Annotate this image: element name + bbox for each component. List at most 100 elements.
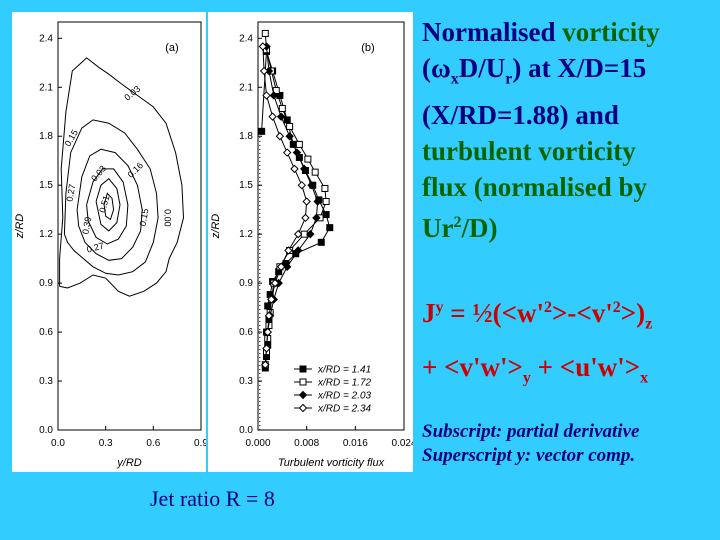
legend-marker [298, 403, 308, 413]
contour-level-label: 0.16 [126, 160, 145, 179]
flux-data-point [285, 132, 294, 141]
title-sup-2: 2 [453, 214, 462, 232]
flux-data-point [286, 122, 294, 130]
contour-chart: 0.0 0.3 0.6 0.9 1.2 1.5 1.8 2.1 2.4 0.0 0.3 0.6 0.9 y… [14, 21, 206, 469]
title-vorticity: vorticity [562, 17, 660, 47]
legend-entry-label: x/RD = 2.03 [317, 391, 372, 402]
notes: Subscript: partial derivative Superscrip… [422, 420, 639, 468]
contour-line [59, 57, 185, 297]
flux-data-point [262, 344, 271, 353]
title-sub-r: r [505, 70, 513, 88]
flux-data-point [304, 155, 312, 163]
flux-plot-frame [257, 21, 405, 431]
eq-j: J [422, 298, 436, 328]
eq-e2: >-<v' [552, 298, 613, 328]
flux-data-point [264, 311, 274, 320]
contour-line [95, 177, 121, 232]
flux-data-point [300, 164, 309, 174]
title-text-5: ) at X/D=15 [512, 53, 647, 83]
flux-data-point [275, 132, 285, 141]
flux-y-tick-label: 0.0 [239, 425, 253, 436]
flux-data-point [311, 168, 319, 176]
flux-data-point [306, 229, 315, 239]
contour-plot-frame [57, 21, 202, 431]
flux-y-axis-label: z/RD [210, 214, 222, 240]
flux-data-point [259, 66, 269, 76]
eq-j-sup: y [435, 299, 444, 316]
flux-equation-line1: Jy = ½(<w'2>-<v'2>)z [422, 298, 652, 333]
flux-data-point [261, 360, 270, 369]
flux-data-point [263, 327, 272, 337]
note-superscript: Superscript y: vector comp. [422, 445, 636, 466]
contour-chart-panel: 0.0 0.3 0.6 0.9 1.2 1.5 1.8 2.1 2.4 0.0 0.3 0.6 0.9 y… [12, 12, 206, 472]
contour-level-label: 0.27 [86, 240, 106, 254]
legend-marker [299, 378, 307, 386]
contour-y-tick-label: 2.4 [39, 33, 53, 44]
contour-y-tick-label: 0.6 [39, 327, 53, 338]
contour-x-tick-label: 0.9 [194, 438, 206, 449]
contour-level-label: 0.00 [162, 209, 172, 227]
title-text-4: D/U [458, 53, 506, 83]
title-text-10: /D) [461, 213, 498, 244]
legend-entry-label: x/RD = 2.34 [317, 404, 372, 415]
flux-x-tick-label: 0.008 [294, 438, 319, 449]
title-text-1: Normalised [422, 17, 563, 47]
flux-data-point [321, 184, 329, 192]
contour-y-tick-label: 0.9 [39, 278, 53, 289]
flux-data-point [268, 112, 277, 121]
contour-x-tick-label: 0.6 [146, 438, 160, 449]
legend-entry-label: x/RD = 1.41 [317, 365, 371, 376]
flux-data-point [292, 148, 302, 157]
contour-line [63, 119, 159, 276]
title-text-6: (X/RD=1.88) and [422, 100, 619, 131]
contour-y-tick-label: 1.5 [39, 180, 53, 191]
flux-y-tick-label: 1.5 [239, 180, 253, 191]
flux-x-tick-label: 0.024 [391, 438, 413, 449]
title-sub-x: x [450, 70, 459, 88]
eq-e1: = ½(<w' [443, 298, 545, 328]
flux-data-point [258, 127, 266, 135]
flux-y-tick-label: 0.9 [239, 278, 253, 289]
flux-data-point [293, 229, 303, 239]
eq-f2: + <u'w'> [530, 352, 641, 382]
flux-data-point [276, 262, 286, 272]
flux-series-4 [258, 42, 311, 369]
title-text-3: (ω [422, 53, 451, 83]
contour-y-tick-label: 0.3 [39, 376, 53, 387]
flux-legend: x/RD = 1.41 x/RD = 1.72 x/RD = 2.03 x/RD = … [294, 365, 372, 415]
contour-level-label: 0.03 [89, 164, 108, 184]
flux-data-point [313, 197, 322, 206]
flux-data-point [267, 295, 276, 304]
title-text-9: Ur [422, 213, 454, 244]
flux-data-point [276, 112, 286, 121]
title-text-8: flux (normalised by [422, 172, 648, 203]
eq-e3: >) [620, 298, 646, 328]
contour-x-axis-label: y/RD [116, 457, 142, 469]
flux-data-point [282, 262, 292, 272]
eq-e2-sup: 2 [612, 299, 621, 316]
flux-y-tick-label: 0.3 [239, 376, 253, 387]
flux-data-point [282, 148, 292, 157]
flux-y-tick-label: 0.6 [239, 327, 253, 338]
title-text-7: turbulent vorticity [422, 136, 636, 167]
legend-entry-label: x/RD = 1.72 [317, 378, 372, 389]
flux-equation-line2: + <v'w'>y + <u'w'>x [422, 352, 648, 387]
flux-y-tick-label: 1.8 [239, 131, 253, 142]
flux-data-point [295, 140, 303, 148]
note-subscript: Subscript: partial derivative [422, 421, 640, 442]
flux-series-3 [261, 42, 322, 369]
contour-x-tick-label: 0.3 [99, 438, 113, 449]
flux-data-point [317, 238, 325, 246]
contour-y-axis-label: z/RD [14, 214, 26, 240]
contour-line [103, 192, 115, 221]
flux-data-point [293, 246, 303, 255]
flux-data-point [290, 164, 299, 174]
flux-data-point [270, 278, 280, 288]
flux-data-point [278, 104, 286, 112]
flux-panel-label: (b) [361, 42, 374, 54]
contour-line [86, 168, 129, 245]
flux-data-point [301, 213, 310, 223]
jet-ratio-caption: Jet ratio R = 8 [150, 486, 275, 511]
contour-x-tick-label: 0.0 [51, 438, 65, 449]
eq-e1-sup: 2 [544, 299, 553, 316]
